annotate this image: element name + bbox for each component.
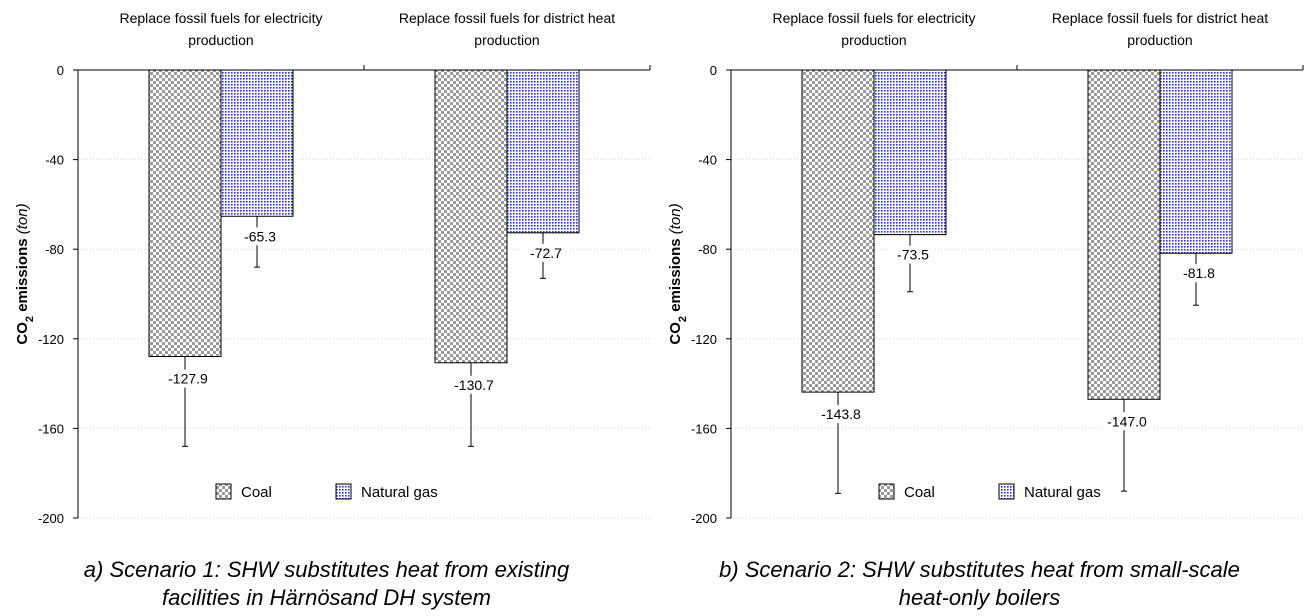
- bar-natural-gas: [1159, 69, 1233, 254]
- y-tick-label: -40: [45, 153, 64, 168]
- bar-coal: [1087, 69, 1161, 400]
- caption-b-line-1: b) Scenario 2: SHW substitutes heat from…: [719, 557, 1240, 582]
- value-label-bg: [891, 245, 935, 264]
- value-label: -143.8: [821, 406, 861, 422]
- value-label: -127.9: [168, 370, 208, 386]
- category-label: production: [474, 32, 539, 48]
- bar-chart-b: 0 -40 -80 -120 -160 -200 CO2 emissions (ton) Re…: [667, 10, 1304, 526]
- caption-a-line-2: facilities in Härnösand DH system: [162, 585, 491, 610]
- value-label: -73.5: [897, 247, 929, 263]
- value-label: -147.0: [1107, 413, 1147, 429]
- bar-natural-gas: [220, 69, 294, 217]
- category-label: production: [841, 32, 906, 48]
- value-label: -65.3: [244, 228, 276, 244]
- y-axis-label: CO2 emissions (ton): [667, 203, 689, 344]
- category-label: production: [1127, 32, 1192, 48]
- caption-a: a) Scenario 1: SHW substitutes heat from…: [0, 556, 653, 612]
- y-tick-label: -120: [38, 332, 64, 347]
- value-label-bg: [1101, 412, 1153, 431]
- y-tick-label: -80: [45, 242, 64, 257]
- bar-chart-a: 0 -40 -80 -120 -160 -200 CO2 emissions (ton) Re…: [14, 10, 651, 526]
- legend-swatch-coal: [878, 483, 895, 500]
- y-tick-label: -40: [698, 153, 717, 168]
- caption-b-line-2: heat-only boilers: [898, 585, 1061, 610]
- category-label: Replace fossil fuels for electricity: [119, 10, 322, 26]
- y-tick-label: 0: [57, 63, 64, 78]
- value-label-bg: [448, 375, 500, 394]
- value-label-bg: [524, 243, 568, 262]
- y-tick-label: -160: [691, 421, 717, 436]
- y-tick-label: 0: [710, 63, 717, 78]
- value-label: -72.7: [530, 245, 562, 261]
- category-label: Replace fossil fuels for district heat: [1052, 10, 1268, 26]
- y-tick-label: -160: [38, 421, 64, 436]
- category-label: production: [188, 32, 253, 48]
- value-label-bg: [1177, 264, 1221, 283]
- legend-label-natural-gas: Natural gas: [361, 484, 438, 501]
- y-tick-label: -80: [698, 242, 717, 257]
- legend-label-coal: Coal: [904, 484, 935, 501]
- legend-label-coal: Coal: [241, 484, 272, 501]
- y-tick-label: -200: [38, 511, 64, 526]
- chart-panel-a: 0 -40 -80 -120 -160 -200 CO2 emissions (ton) Re…: [0, 10, 653, 612]
- caption-b: b) Scenario 2: SHW substitutes heat from…: [653, 556, 1306, 612]
- value-label: -130.7: [454, 377, 494, 393]
- legend-swatch-natural-gas: [335, 483, 352, 500]
- bar-natural-gas: [873, 69, 947, 236]
- legend-swatch-coal: [215, 483, 232, 500]
- value-label: -81.8: [1183, 265, 1215, 281]
- bar-coal: [434, 69, 508, 364]
- bar-coal: [148, 69, 222, 357]
- value-label-bg: [815, 405, 867, 424]
- value-label-bg: [238, 227, 282, 246]
- bar-natural-gas: [506, 69, 580, 234]
- caption-a-line-1: a) Scenario 1: SHW substitutes heat from…: [83, 557, 570, 582]
- bar-coal: [801, 69, 875, 393]
- category-label: Replace fossil fuels for district heat: [399, 10, 615, 26]
- y-tick-label: -200: [691, 511, 717, 526]
- chart-panel-b: 0 -40 -80 -120 -160 -200 CO2 emissions (ton) Re…: [653, 0, 1306, 616]
- legend-swatch-natural-gas: [998, 483, 1015, 500]
- value-label-bg: [162, 369, 214, 388]
- y-axis-label: CO2 emissions (ton): [14, 203, 36, 344]
- category-label: Replace fossil fuels for electricity: [772, 10, 975, 26]
- legend-label-natural-gas: Natural gas: [1024, 484, 1101, 501]
- y-tick-label: -120: [691, 332, 717, 347]
